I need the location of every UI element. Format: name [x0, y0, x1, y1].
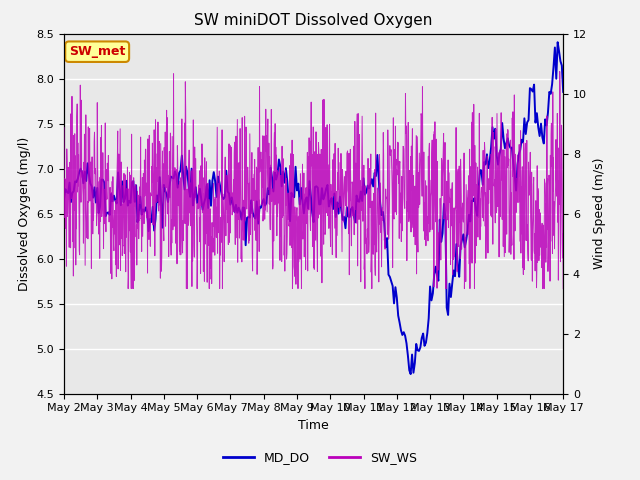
Text: SW_met: SW_met [69, 45, 125, 58]
Title: SW miniDOT Dissolved Oxygen: SW miniDOT Dissolved Oxygen [195, 13, 433, 28]
X-axis label: Time: Time [298, 419, 329, 432]
Y-axis label: Dissolved Oxygen (mg/l): Dissolved Oxygen (mg/l) [18, 136, 31, 291]
Y-axis label: Wind Speed (m/s): Wind Speed (m/s) [593, 158, 605, 269]
Legend: MD_DO, SW_WS: MD_DO, SW_WS [218, 446, 422, 469]
